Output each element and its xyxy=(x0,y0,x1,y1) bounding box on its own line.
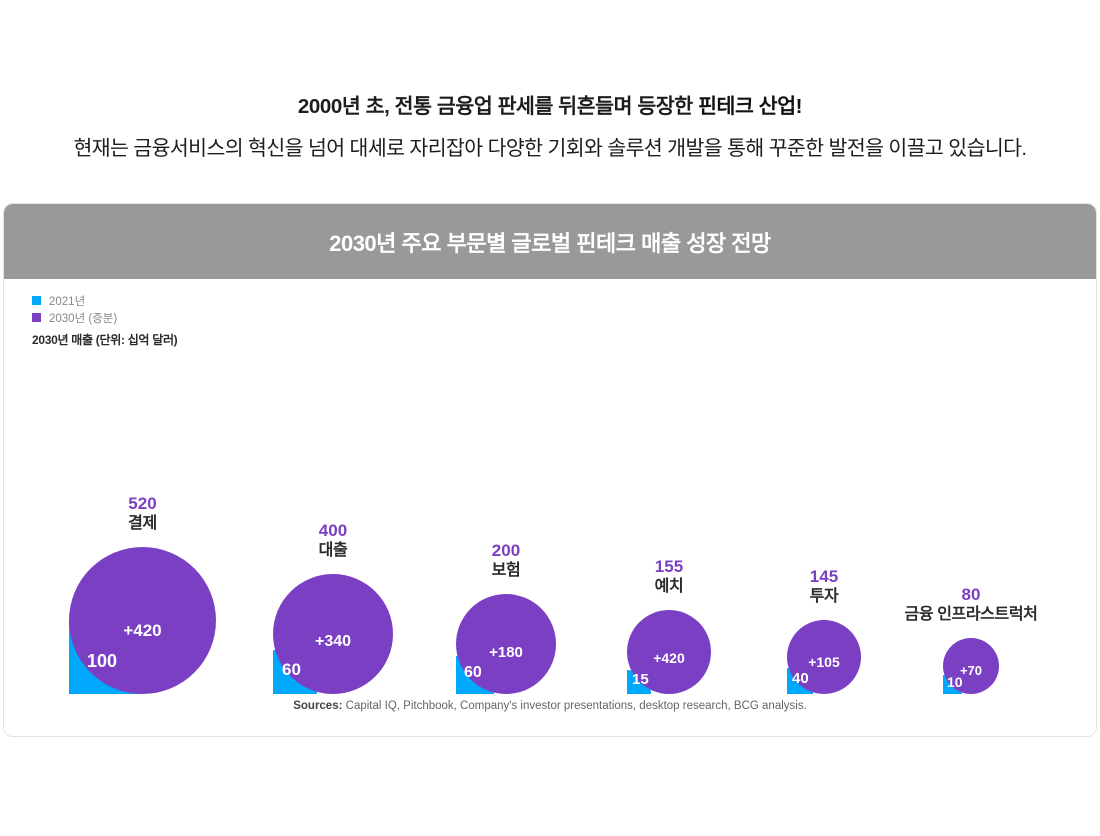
chart-card-body: 2021년 2030년 (증분) 2030년 매출 (단위: 십억 달러) 52… xyxy=(4,279,1096,736)
base-value-label: 15 xyxy=(632,671,649,688)
bubble-group: 80 금융 인프라스트럭처 +70 10 xyxy=(905,585,1038,694)
bubble-category-label: 예치 xyxy=(654,578,684,596)
bubble-total-value: 145 xyxy=(809,566,839,586)
growth-value-circle[interactable]: +70 xyxy=(943,638,999,694)
bubble-group: 400 대출 +340 60 xyxy=(273,521,393,694)
chart-card-header: 2030년 주요 부문별 글로벌 핀테크 매출 성장 전망 xyxy=(4,204,1096,279)
growth-value-label: +180 xyxy=(489,643,523,661)
bubble-shapes: +180 60 xyxy=(456,594,556,694)
bubble-category-label: 대출 xyxy=(318,542,348,560)
bubble-caption: 200 보험 xyxy=(492,540,521,582)
growth-value-label: +70 xyxy=(959,662,983,678)
bubble-group: 155 예치 +420 15 xyxy=(627,557,711,694)
chart-card: 2030년 주요 부문별 글로벌 핀테크 매출 성장 전망 2021년 2030… xyxy=(3,203,1097,737)
legend-item-2021: 2021년 xyxy=(32,292,117,309)
base-value-label: 60 xyxy=(282,660,301,679)
legend-label-2030: 2030년 (증분) xyxy=(49,312,118,325)
base-value-label: 100 xyxy=(87,651,118,671)
base-value-label: 60 xyxy=(464,664,482,681)
bubble-total-value: 200 xyxy=(491,540,521,560)
bubble-total-value: 520 xyxy=(128,493,157,513)
bubble-total-value: 155 xyxy=(654,556,684,576)
bubble-caption: 520 결제 xyxy=(128,493,157,535)
bubble-caption: 155 예치 xyxy=(655,556,684,598)
bubble-total-value: 80 xyxy=(961,584,981,604)
intro-line-1-prefix: 2000년 초, 전통 금융업 판세를 뒤흔들며 등장한 xyxy=(297,95,699,118)
growth-value-circle[interactable]: +105 xyxy=(787,620,861,694)
chart-axis-note: 2030년 매출 (단위: 십억 달러) xyxy=(32,333,178,347)
bubble-shapes: +70 10 xyxy=(943,638,999,694)
bubble-total-value: 400 xyxy=(318,520,348,540)
bubble-category-label: 투자 xyxy=(809,588,839,606)
legend-label-2021: 2021년 xyxy=(49,295,86,308)
legend-swatch-icon-2021 xyxy=(32,296,41,305)
intro-line-1: 2000년 초, 전통 금융업 판세를 뒤흔들며 등장한 핀테크 산업! xyxy=(0,92,1100,122)
growth-value-label: +420 xyxy=(123,620,162,640)
bubble-category-label: 보험 xyxy=(491,562,521,580)
bubble-shapes: +340 60 xyxy=(273,574,393,694)
growth-value-label: +105 xyxy=(808,654,840,670)
sources-label: Sources: xyxy=(293,700,343,712)
chart-legend: 2021년 2030년 (증분) xyxy=(32,292,117,326)
growth-value-label: +420 xyxy=(653,650,685,666)
legend-item-2030: 2030년 (증분) xyxy=(32,309,117,326)
sources-note: Sources: Capital IQ, Pitchbook, Company'… xyxy=(4,700,1096,712)
bubble-group: 520 결제 +420 100 xyxy=(69,494,216,694)
growth-value-circle[interactable]: +340 xyxy=(273,574,393,694)
bubble-shapes: +105 40 xyxy=(787,620,861,694)
legend-swatch-icon-2030 xyxy=(32,313,41,322)
growth-value-label: +340 xyxy=(314,633,352,650)
intro-block: 2000년 초, 전통 금융업 판세를 뒤흔들며 등장한 핀테크 산업! 현재는… xyxy=(0,0,1100,163)
bubble-category-label: 결제 xyxy=(128,515,157,533)
bubble-group: 200 보험 +180 60 xyxy=(456,541,556,694)
bubble-shapes: +420 15 xyxy=(627,610,711,694)
growth-value-circle[interactable]: +180 xyxy=(456,594,556,694)
base-value-label: 40 xyxy=(792,670,809,687)
bubble-plot: 520 결제 +420 100 400 대출 +340 60 200 보험 +180 60 155 예치 +… xyxy=(4,279,1096,736)
intro-line-1-accent: 핀테크 산업! xyxy=(698,95,803,118)
bubble-category-label: 금융 인프라스트럭처 xyxy=(904,606,1038,624)
growth-value-circle[interactable]: +420 xyxy=(69,547,216,694)
bubble-caption: 80 금융 인프라스트럭처 xyxy=(905,584,1038,626)
growth-value-circle[interactable]: +420 xyxy=(627,610,711,694)
bubble-caption: 400 대출 xyxy=(319,520,348,562)
bubble-caption: 145 투자 xyxy=(810,566,839,608)
bubble-shapes: +420 100 xyxy=(69,547,216,694)
bubble-group: 145 투자 +105 40 xyxy=(787,567,861,694)
base-value-label: 10 xyxy=(947,674,963,690)
sources-text: Capital IQ, Pitchbook, Company's investo… xyxy=(342,700,807,712)
intro-line-2: 현재는 금융서비스의 혁신을 넘어 대세로 자리잡아 다양한 기회와 솔루션 개… xyxy=(73,136,1028,160)
chart-title: 2030년 주요 부문별 글로벌 핀테크 매출 성장 전망 xyxy=(329,230,771,256)
